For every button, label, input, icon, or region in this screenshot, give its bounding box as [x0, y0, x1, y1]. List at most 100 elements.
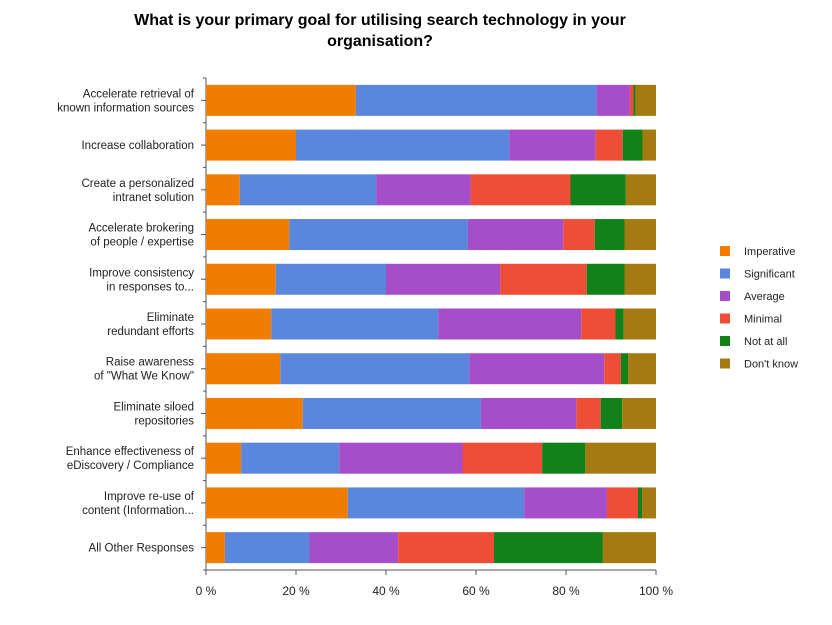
bar-segment: [480, 397, 577, 429]
category-label: Eliminate redundant efforts: [107, 312, 194, 338]
category-label: All Other Responses: [89, 543, 195, 555]
bar-segment: [438, 308, 582, 340]
bar-segment: [570, 174, 626, 206]
bar-segment: [289, 219, 468, 251]
category-label-line: Improve consistency: [89, 267, 194, 279]
x-tick-label: 80 %: [552, 584, 580, 598]
legend-label: Imperative: [744, 246, 795, 258]
bar-segment: [239, 174, 377, 206]
category-label: Accelerate brokering of people / expertis…: [89, 223, 194, 249]
x-tick-label: 60 %: [462, 584, 490, 598]
bar-segment: [581, 308, 616, 340]
bar-segment: [642, 129, 656, 161]
bar-segment: [628, 353, 656, 385]
x-tick-label: 0 %: [196, 584, 217, 598]
bar-segment: [625, 174, 656, 206]
bar-segment: [629, 84, 634, 116]
bar-segment: [296, 129, 510, 161]
bar-segment: [206, 532, 225, 564]
category-label-line: of "What We Know": [94, 371, 194, 383]
bar-segment: [624, 219, 656, 251]
bar-segment: [623, 308, 656, 340]
bar-segment: [206, 174, 240, 206]
category-label-line: content (Information...: [82, 505, 194, 517]
bar-segment: [509, 129, 596, 161]
legend-label: Average: [744, 291, 785, 303]
chart-title: What is your primary goal for utilising …: [40, 10, 720, 52]
category-label-line: Raise awareness: [106, 357, 194, 369]
bar-segment: [638, 487, 643, 519]
bar-segment: [595, 129, 623, 161]
category-label-line: All Other Responses: [89, 543, 195, 555]
bar-segment: [524, 487, 607, 519]
bar-segment: [622, 129, 643, 161]
bar-segment: [604, 353, 621, 385]
legend-swatch: [720, 313, 730, 324]
category-label-line: redundant efforts: [107, 326, 194, 338]
legend-swatch: [720, 358, 730, 369]
bar-segment: [398, 532, 494, 564]
category-label-line: repositories: [135, 415, 195, 427]
legend-swatch: [720, 291, 730, 301]
bar-segment: [500, 263, 587, 295]
bar-segment: [467, 219, 564, 251]
bar-segment: [206, 487, 348, 519]
legend-label: Significant: [744, 269, 795, 281]
legend-label: Minimal: [744, 314, 782, 326]
x-tick-label: 100 %: [639, 584, 673, 598]
category-label-line: Eliminate siloed: [113, 401, 194, 413]
bar-segment: [642, 487, 656, 519]
bar-segment: [280, 353, 470, 385]
bar-segment: [602, 532, 656, 564]
category-label-line: of people / expertise: [90, 237, 194, 249]
category-label-line: Accelerate brokering: [89, 223, 194, 235]
bar-segment: [606, 487, 638, 519]
bar-segment: [339, 442, 463, 474]
category-label: Improve re-use of content (Information...: [82, 491, 195, 517]
legend-label: Not at all: [744, 336, 787, 348]
bar-segment: [462, 442, 543, 474]
category-label: Improve consistency in responses to...: [89, 267, 194, 293]
bar-segment: [594, 219, 625, 251]
bar-segment: [271, 308, 439, 340]
category-label-line: Create a personalized: [81, 178, 194, 190]
bar-segment: [206, 397, 303, 429]
category-label-line: known information sources: [57, 102, 194, 114]
bar-segment: [576, 397, 601, 429]
bar-segment: [302, 397, 481, 429]
category-label: Increase collaboration: [81, 140, 194, 152]
category-label-line: Improve re-use of: [104, 491, 195, 503]
bar-segment: [615, 308, 624, 340]
bar-segment: [241, 442, 340, 474]
category-label-line: Increase collaboration: [81, 140, 194, 152]
category-label-line: Eliminate: [147, 312, 194, 324]
legend-swatch: [720, 336, 730, 346]
bar-segment: [309, 532, 399, 564]
bar-segment: [275, 263, 386, 295]
legend-swatch: [720, 268, 730, 279]
x-tick-label: 20 %: [282, 584, 310, 598]
legend-swatch: [720, 246, 730, 256]
bar-segment: [622, 397, 656, 429]
bar-segment: [542, 442, 586, 474]
category-label: Eliminate siloed repositories: [113, 401, 194, 427]
bar-segment: [596, 84, 630, 116]
bar-segment: [600, 397, 623, 429]
bar-segment: [586, 263, 625, 295]
bar-segment: [563, 219, 595, 251]
bar-segment: [355, 84, 597, 116]
category-label: Raise awareness of "What We Know": [94, 357, 194, 383]
bar-segment: [620, 353, 629, 385]
category-label-line: Accelerate retrieval of: [83, 88, 195, 100]
bar-segment: [624, 263, 656, 295]
bar-segment: [206, 442, 242, 474]
category-label-line: intranet solution: [113, 192, 194, 204]
bar-segment: [494, 532, 603, 564]
bar-segment: [633, 84, 636, 116]
legend: Imperative Significant Average Minimal Not a…: [720, 246, 798, 371]
chart-title-line-2: organisation?: [327, 33, 433, 50]
bar-segment: [376, 174, 471, 206]
x-tick-label: 40 %: [372, 584, 400, 598]
bar-segment: [206, 308, 272, 340]
